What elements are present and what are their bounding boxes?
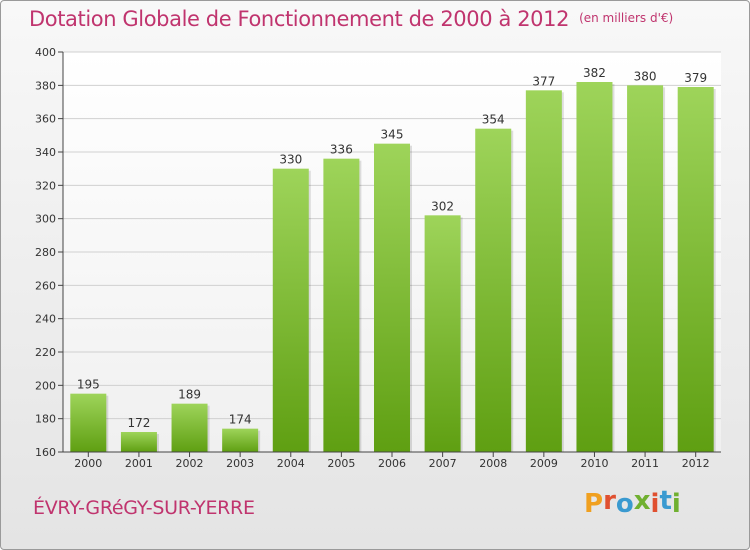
x-tick-label: 2000 <box>74 457 102 470</box>
data-label: 330 <box>279 153 302 167</box>
y-tick-label: 200 <box>35 379 56 392</box>
x-tick-label: 2004 <box>277 457 305 470</box>
y-tick-label: 300 <box>35 213 56 226</box>
y-tick-label: 180 <box>35 413 56 426</box>
bar <box>222 428 259 452</box>
bar <box>323 158 360 452</box>
x-tick-label: 2012 <box>682 457 710 470</box>
logo-letter: i <box>671 489 681 519</box>
data-label: 377 <box>532 74 555 88</box>
x-tick-label: 2009 <box>530 457 558 470</box>
y-tick-label: 160 <box>35 446 56 459</box>
x-tick-label: 2010 <box>580 457 608 470</box>
y-tick-label: 320 <box>35 179 56 192</box>
data-label: 382 <box>583 66 606 80</box>
bar <box>576 82 613 452</box>
x-tick-label: 2008 <box>479 457 507 470</box>
proxiti-logo: Proxiti <box>584 486 681 519</box>
x-tick-label: 2003 <box>226 457 254 470</box>
y-tick-label: 360 <box>35 113 56 126</box>
bar <box>677 87 714 452</box>
bar <box>120 432 157 452</box>
data-label: 336 <box>330 143 353 157</box>
chart-unit-note: (en milliers d'€) <box>579 11 674 25</box>
bar <box>171 403 208 452</box>
commune-name: ÉVRY-GRéGY-SUR-YERRE <box>33 497 255 519</box>
x-tick-label: 2011 <box>631 457 659 470</box>
data-label: 379 <box>684 71 707 85</box>
bar <box>424 215 461 452</box>
x-tick-label: 2005 <box>327 457 355 470</box>
chart-title-text: Dotation Globale de Fonctionnement de 20… <box>29 7 570 31</box>
y-tick-label: 260 <box>35 279 56 292</box>
data-label: 172 <box>127 416 150 430</box>
bar <box>525 90 562 452</box>
data-label: 345 <box>381 128 404 142</box>
logo-letter: t <box>659 486 672 516</box>
logo-letter: r <box>603 486 616 516</box>
x-tick-label: 2006 <box>378 457 406 470</box>
chart-title: Dotation Globale de Fonctionnement de 20… <box>29 7 673 31</box>
logo-letter: x <box>633 486 651 516</box>
data-label: 380 <box>634 69 657 83</box>
bar <box>272 168 309 452</box>
x-tick-label: 2007 <box>429 457 457 470</box>
x-tick-label: 2002 <box>176 457 204 470</box>
data-label: 195 <box>77 378 100 392</box>
y-tick-label: 280 <box>35 246 56 259</box>
y-tick-label: 240 <box>35 313 56 326</box>
y-tick-label: 340 <box>35 146 56 159</box>
data-label: 302 <box>431 199 454 213</box>
data-label: 354 <box>482 113 505 127</box>
y-tick-label: 400 <box>35 46 56 59</box>
logo-letter: P <box>584 489 604 519</box>
logo-letter: i <box>650 489 660 519</box>
y-tick-label: 380 <box>35 79 56 92</box>
bar <box>70 393 107 452</box>
data-label: 174 <box>229 413 252 427</box>
bar <box>374 143 410 452</box>
x-tick-label: 2001 <box>125 457 153 470</box>
logo-letter: o <box>615 489 634 519</box>
bar <box>627 85 664 452</box>
bar <box>475 128 512 452</box>
data-label: 189 <box>178 388 201 402</box>
bar-chart: 160 180 200 220 240 260 280 300 320 340 360 380 400 1… <box>35 46 721 470</box>
y-tick-label: 220 <box>35 346 56 359</box>
